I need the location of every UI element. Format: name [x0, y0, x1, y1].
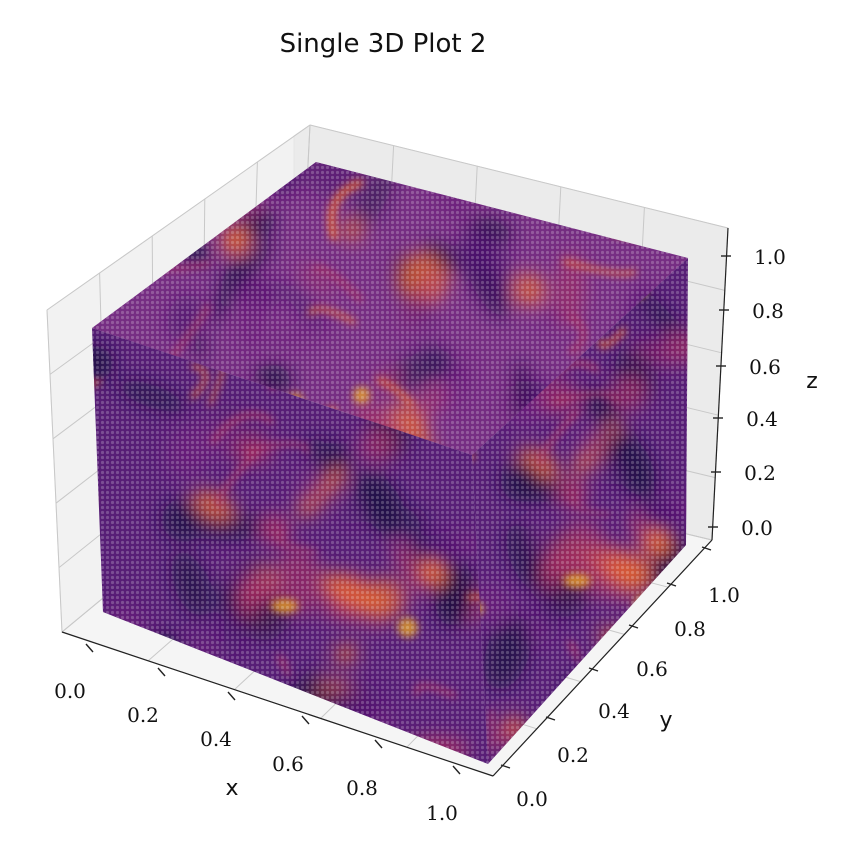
y-axis-label: y	[659, 708, 672, 733]
x-tick-label: 0.2	[127, 703, 159, 727]
x-tick-label: 0.8	[346, 776, 378, 800]
x-tick-label: 0.4	[200, 727, 232, 751]
x-axis-line	[61, 631, 494, 777]
y-tick-mark	[588, 667, 599, 672]
y-tick-mark	[545, 716, 556, 721]
y-tick-label: 0.4	[598, 699, 630, 723]
y-tick-label: 1.0	[708, 583, 740, 607]
z-axis-label: z	[806, 369, 818, 394]
z-tick-label: 0.0	[741, 516, 773, 540]
y-tick-label: 0.8	[674, 617, 706, 641]
x-tick-mark	[157, 667, 166, 677]
grid-line	[46, 124, 311, 311]
z-tick-label: 0.6	[749, 355, 781, 379]
volume-front-face-dots	[92, 328, 488, 764]
z-tick-label: 0.8	[752, 299, 784, 323]
grid-line	[309, 124, 729, 229]
x-tick-mark	[227, 691, 236, 701]
axis-lines	[61, 227, 729, 777]
y-tick-label: 0.2	[557, 743, 589, 767]
x-tick-label: 0.6	[272, 752, 304, 776]
z-axis-line	[711, 227, 729, 541]
y-axis-line	[492, 539, 713, 777]
volume-top-face-dots	[92, 162, 688, 455]
grid-line	[46, 309, 63, 633]
z-tick-label: 0.2	[744, 461, 776, 485]
z-tick-label: 1.0	[754, 245, 786, 269]
x-tick-mark	[301, 715, 310, 725]
x-tick-label: 0.0	[54, 679, 86, 703]
volume-right-face-dots	[472, 258, 688, 764]
chart-title: Single 3D Plot 2	[280, 29, 487, 59]
x-tick-mark	[85, 643, 94, 653]
x-tick-mark	[374, 739, 383, 749]
y-tick-mark	[666, 582, 677, 587]
y-tick-label: 0.6	[636, 657, 668, 681]
volume-top-face	[92, 162, 688, 455]
y-tick-mark	[701, 546, 712, 551]
y-tick-mark	[500, 764, 511, 769]
axis-ticks: 0.00.20.40.60.81.00.00.20.40.60.81.00.00…	[54, 245, 786, 825]
x-axis-label: x	[225, 776, 238, 801]
x-tick-mark	[452, 765, 461, 775]
x-tick-label: 1.0	[426, 801, 458, 825]
z-tick-label: 0.4	[746, 407, 778, 431]
y-tick-mark	[628, 624, 639, 629]
y-tick-label: 0.0	[516, 787, 548, 811]
